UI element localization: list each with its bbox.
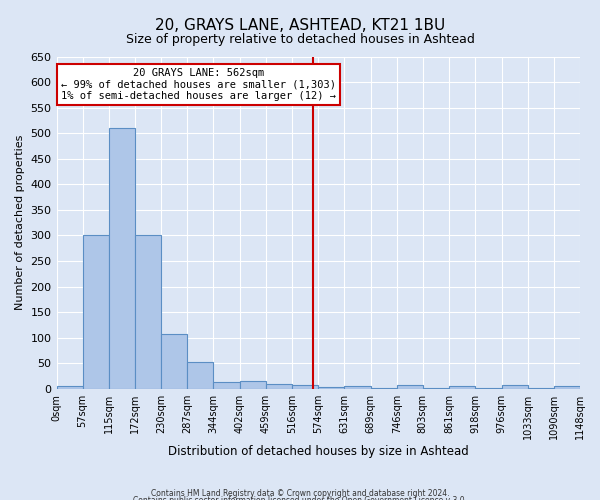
Text: Contains public sector information licensed under the Open Government Licence v : Contains public sector information licen… (133, 496, 467, 500)
Bar (371, 388, 397, 389)
Bar (161, 334, 187, 389)
Text: Size of property relative to detached houses in Ashtead: Size of property relative to detached ho… (125, 32, 475, 46)
Text: 20, GRAYS LANE, ASHTEAD, KT21 1BU: 20, GRAYS LANE, ASHTEAD, KT21 1BU (155, 18, 445, 32)
Bar (187, 362, 214, 389)
Bar (422, 388, 449, 389)
Text: Contains HM Land Registry data © Crown copyright and database right 2024.: Contains HM Land Registry data © Crown c… (151, 488, 449, 498)
Bar (475, 388, 502, 389)
Bar (292, 384, 318, 389)
Y-axis label: Number of detached properties: Number of detached properties (15, 135, 25, 310)
Bar (109, 128, 135, 389)
Bar (344, 386, 371, 389)
Bar (502, 386, 527, 389)
X-axis label: Distribution of detached houses by size in Ashtead: Distribution of detached houses by size … (168, 444, 469, 458)
Bar (554, 386, 580, 389)
Bar (397, 384, 422, 389)
Bar (214, 382, 240, 389)
Bar (266, 384, 292, 389)
Text: 20 GRAYS LANE: 562sqm
← 99% of detached houses are smaller (1,303)
1% of semi-de: 20 GRAYS LANE: 562sqm ← 99% of detached … (61, 68, 336, 101)
Bar (83, 236, 109, 389)
Bar (449, 386, 475, 389)
Bar (240, 381, 266, 389)
Bar (318, 388, 344, 389)
Bar (527, 388, 554, 389)
Bar (56, 386, 83, 389)
Bar (135, 236, 161, 389)
